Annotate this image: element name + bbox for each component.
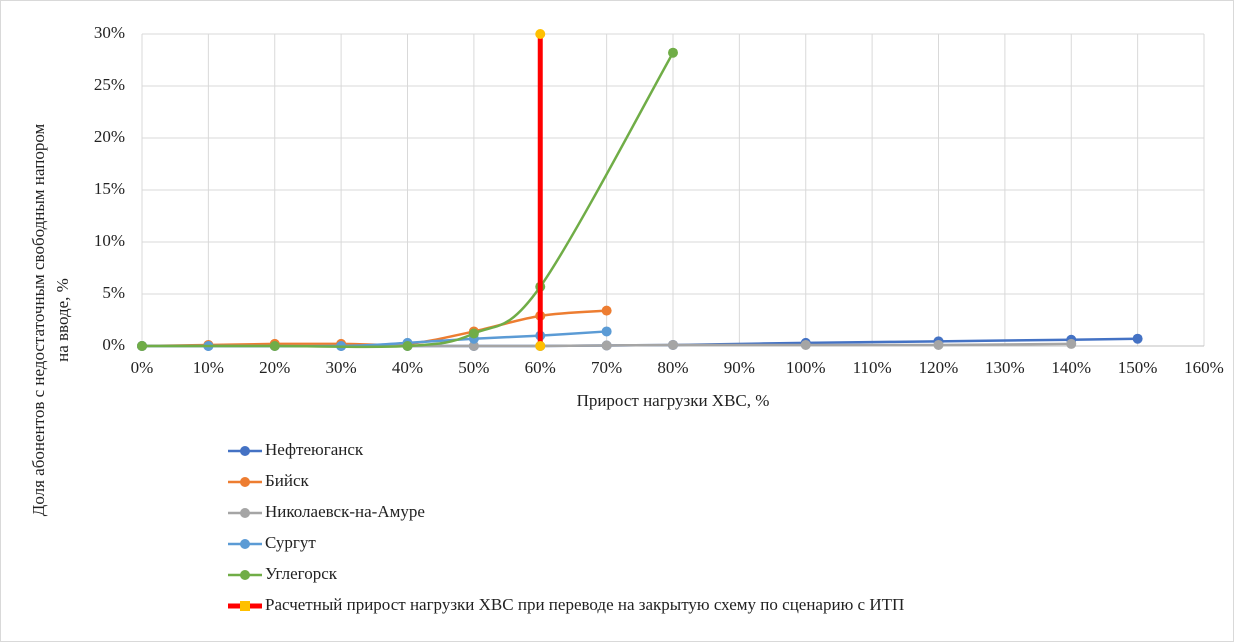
x-tick-label: 70% (591, 358, 622, 377)
legend-marker (240, 446, 250, 456)
legend-marker (240, 539, 250, 549)
data-point (402, 341, 413, 351)
y-tick-label: 20% (94, 127, 125, 146)
x-tick-label: 40% (392, 358, 423, 377)
x-tick-label: 60% (525, 358, 556, 377)
data-point (933, 339, 944, 350)
data-point (601, 340, 612, 351)
x-tick-label: 20% (259, 358, 290, 377)
legend-label: Углегорск (265, 564, 338, 583)
x-tick-label: 140% (1051, 358, 1091, 377)
y-tick-label: 0% (102, 335, 125, 354)
y-tick-label: 25% (94, 75, 125, 94)
x-tick-label: 90% (724, 358, 755, 377)
legend-label: Бийск (265, 471, 310, 490)
y-tick-label: 5% (102, 283, 125, 302)
x-tick-label: 110% (853, 358, 892, 377)
x-axis-label: Прирост нагрузки ХВС, % (577, 391, 770, 410)
x-tick-label: 120% (919, 358, 959, 377)
series-line (142, 52, 675, 349)
y-tick-label: 15% (94, 179, 125, 198)
x-tick-label: 10% (193, 358, 224, 377)
data-point (137, 341, 147, 351)
x-tick-label: 130% (985, 358, 1025, 377)
legend-label: Нефтеюганск (265, 440, 364, 459)
legend-marker (240, 601, 250, 611)
data-point (535, 341, 546, 351)
legend-label: Сургут (265, 533, 316, 552)
data-point (1066, 338, 1077, 349)
data-point (668, 339, 678, 350)
y-axis-label: на вводе, % (53, 278, 72, 362)
data-point (601, 326, 612, 337)
data-point (1132, 333, 1143, 344)
y-tick-label: 30% (94, 23, 125, 42)
y-axis-label: Доля абонентов с недостаточным свободным… (29, 124, 48, 517)
y-tick-label: 10% (94, 231, 125, 250)
data-point (668, 47, 678, 58)
x-tick-label: 160% (1184, 358, 1224, 377)
x-tick-label: 50% (458, 358, 489, 377)
data-point (601, 305, 612, 316)
legend-marker (240, 508, 250, 518)
legend-label: Николаевск-на-Амуре (265, 502, 425, 521)
x-tick-label: 150% (1118, 358, 1158, 377)
x-tick-label: 80% (657, 358, 688, 377)
x-tick-label: 100% (786, 358, 826, 377)
data-point (468, 341, 479, 351)
legend-marker (240, 477, 250, 487)
x-tick-label: 0% (131, 358, 154, 377)
legend-marker (240, 570, 250, 580)
data-point (468, 328, 479, 339)
data-point (269, 341, 280, 351)
data-point (535, 29, 546, 39)
x-tick-label: 30% (326, 358, 357, 377)
legend-label: Расчетный прирост нагрузки ХВС при перев… (265, 595, 904, 614)
data-point (800, 339, 811, 350)
